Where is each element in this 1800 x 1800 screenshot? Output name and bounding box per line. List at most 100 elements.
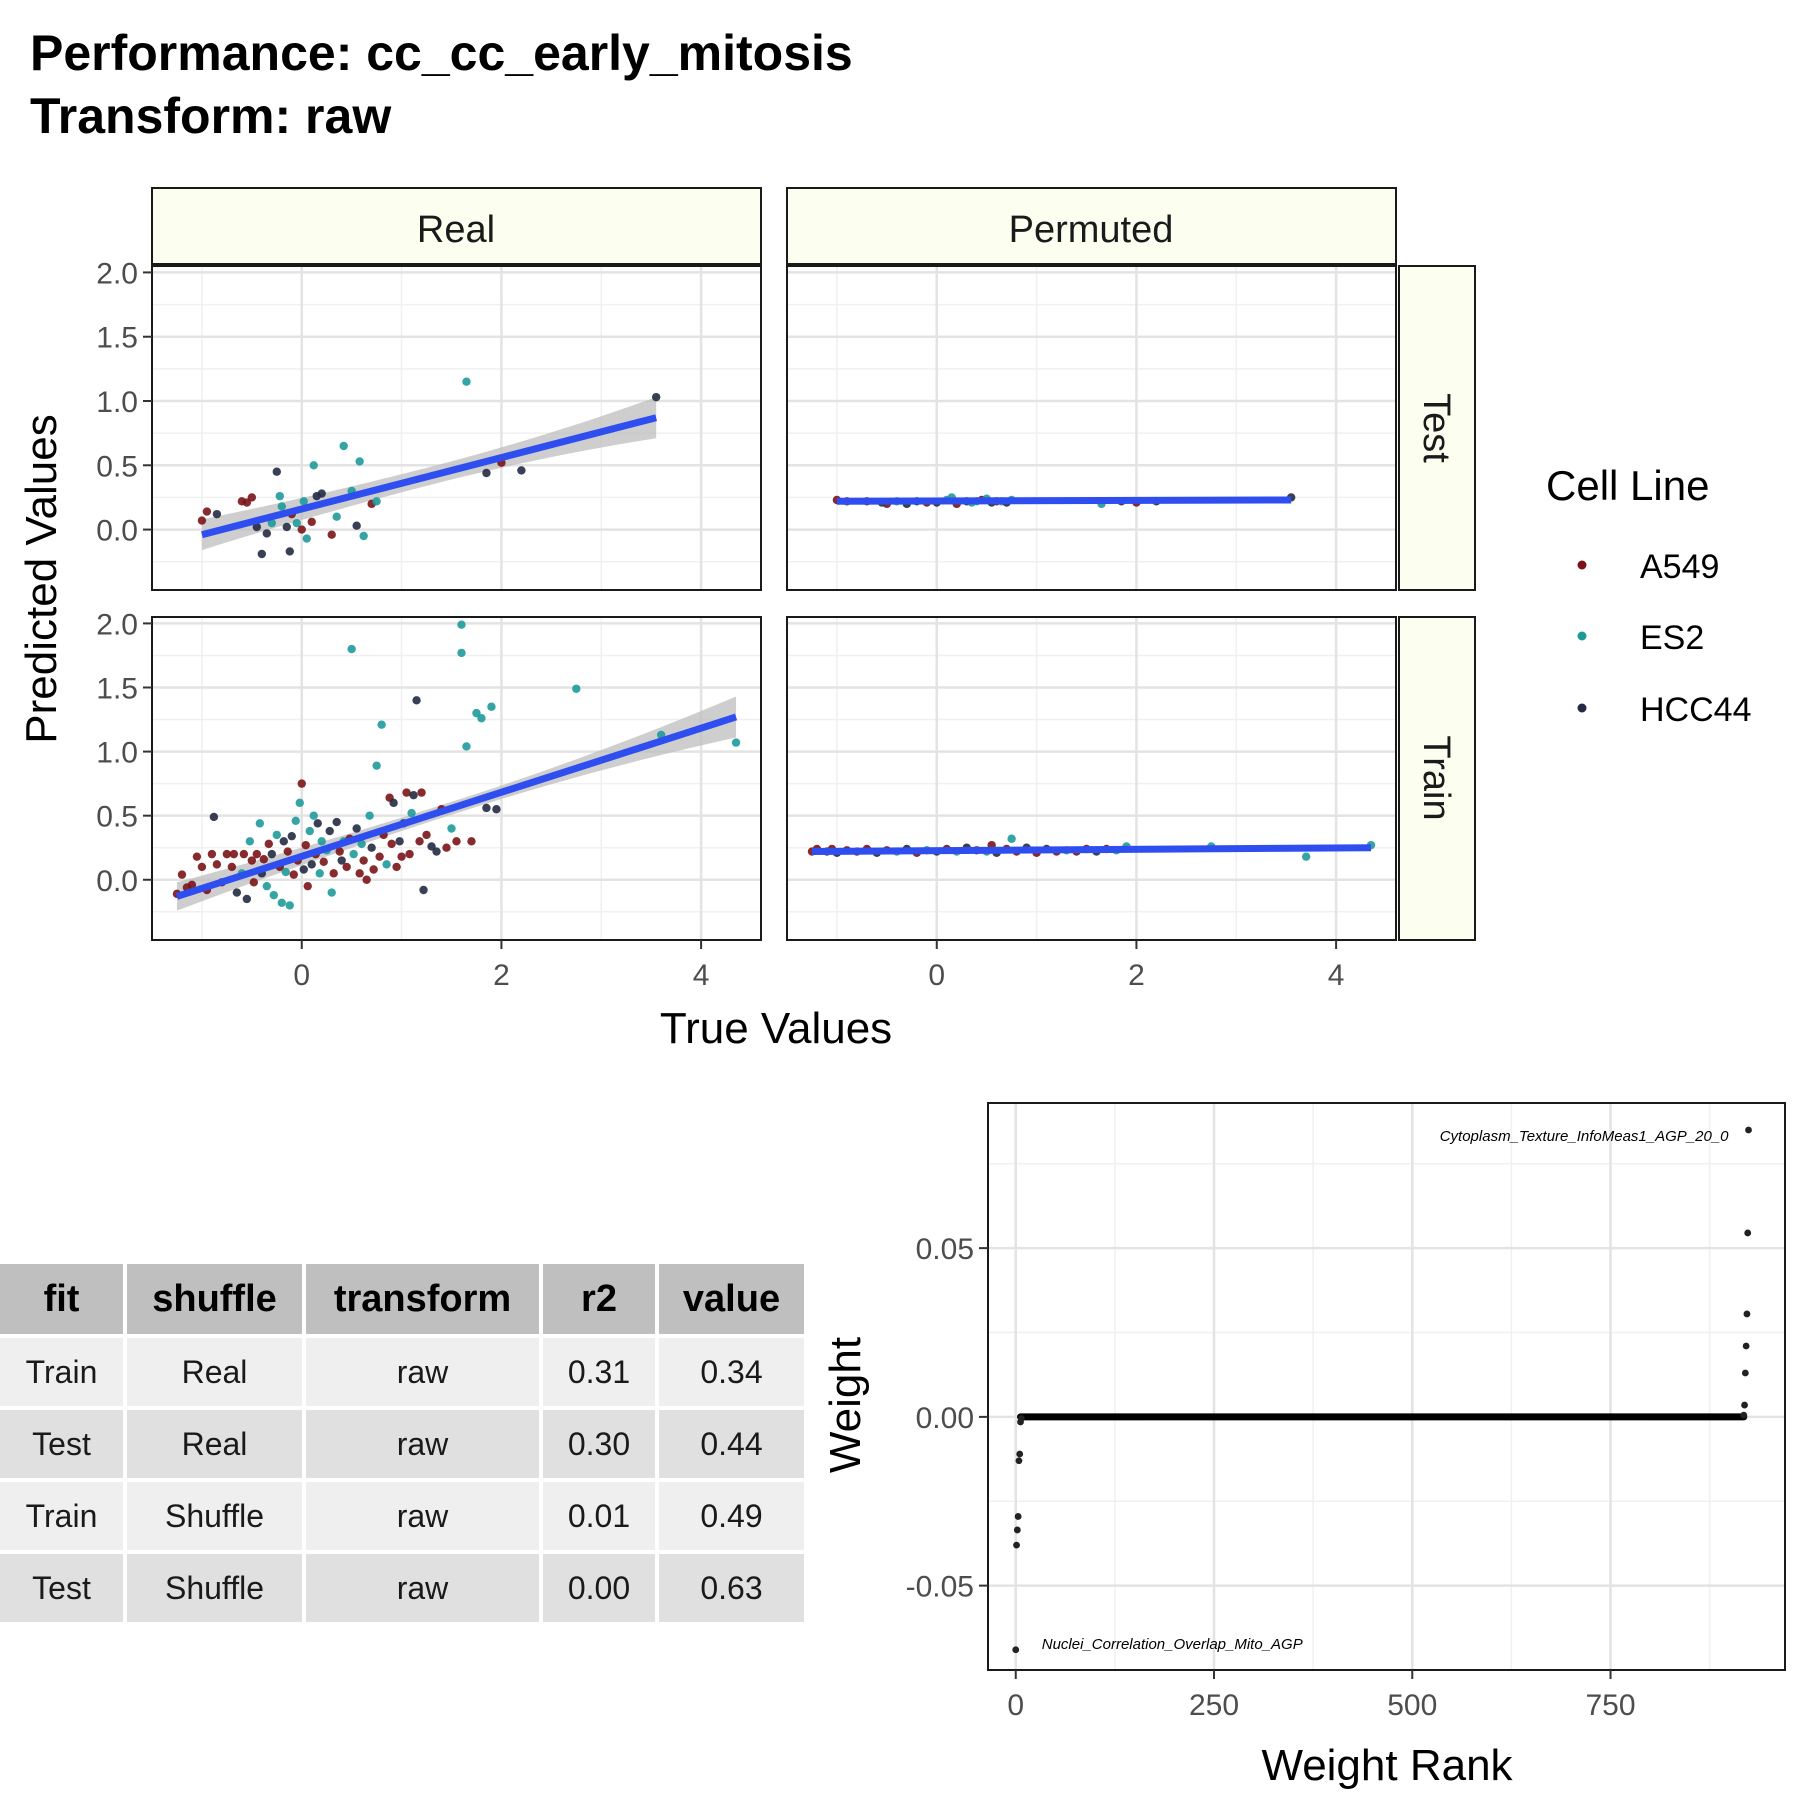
y-tick-label: 1.5 [96,672,138,705]
table-row: Train Shuffle raw 0.01 0.49 [0,1482,804,1550]
data-point [405,849,414,859]
data-point [362,875,371,884]
data-point [342,862,351,872]
data-point [412,696,421,705]
data-point [402,788,411,797]
y-tick-label: 0.00 [916,1402,974,1435]
data-point [269,890,278,900]
data-point [349,849,358,859]
legend-label-a549: A549 [1640,548,1719,586]
data-point [272,830,281,840]
table-cell: 0.00 [543,1554,655,1622]
data-point [422,830,431,840]
panel-background [152,266,761,590]
weight-point [1016,1450,1024,1458]
x-tick-label: 0 [928,959,945,992]
strip-real-label: Real [417,209,495,251]
legend-key-a549 [1577,560,1587,570]
data-point [285,901,294,910]
panel-background [988,1103,1785,1670]
data-point [731,738,741,747]
data-point [359,531,368,541]
data-point [419,885,428,895]
y-axis-label: Predicted Values [17,414,66,743]
data-point [257,549,267,559]
data-point [325,826,334,836]
annotation-bottom-weight: Nuclei_Correlation_Overlap_Mito_AGP [1042,1636,1303,1653]
data-point [462,742,471,751]
weight-point [1741,1401,1748,1409]
data-point [357,839,366,849]
panel-permuted-test [786,265,1397,591]
data-point [277,502,286,511]
data-point [187,880,197,890]
data-point [417,788,426,797]
legend: Cell Line A549 ES2 HCC44 [1546,462,1751,729]
data-point [281,867,290,877]
data-point [392,862,401,872]
y-tick-label: 1.0 [96,386,138,419]
panel-border [151,616,762,941]
weight-point [1015,1457,1023,1465]
data-point [482,468,491,478]
data-point [299,497,308,506]
x-tick-label: 2 [493,959,510,992]
weight-point [1745,1126,1752,1134]
data-point [457,648,466,658]
panel-background [787,617,1396,940]
data-point [482,803,491,813]
data-point [409,790,418,800]
data-point [252,849,262,859]
x-tick-label: 0 [1007,1689,1024,1722]
data-point [332,512,341,521]
data-point [651,392,661,402]
y-tick-label: 0.5 [96,450,138,483]
data-point [372,497,381,506]
data-point [447,824,456,833]
data-point [309,461,318,470]
data-point [262,881,272,891]
data-point [212,509,222,519]
data-point [387,839,396,849]
data-point [287,831,296,841]
table-cell: raw [306,1338,539,1406]
table-row: Train Real raw 0.31 0.34 [0,1338,804,1406]
strip-permuted-label: Permuted [1009,209,1174,251]
y-tick-label: 0.5 [96,801,138,834]
table-cell: raw [306,1554,539,1622]
data-point [477,714,486,723]
weight-point [1740,1411,1748,1419]
table-cell: Test [0,1554,123,1622]
panel-border [786,616,1397,941]
table-row: Test Shuffle raw 0.00 0.63 [0,1554,804,1622]
data-point [247,493,257,502]
data-point [285,547,294,556]
data-point [492,805,501,814]
table-header-cell: shuffle [127,1264,302,1334]
data-point [452,837,461,846]
weight-point [1744,1229,1752,1237]
legend-key-hcc44 [1577,703,1587,713]
table-cell: 0.44 [659,1410,804,1478]
x-tick-label: 4 [1328,959,1345,992]
y-tick-label: -0.05 [906,1571,974,1604]
data-point [255,819,265,828]
y-tick-label: 0.0 [96,515,138,548]
data-point [252,522,262,532]
table-cell: Real [127,1338,302,1406]
y-tick-label: 2.0 [96,608,138,641]
data-point [192,852,202,861]
panel-permuted-train [786,616,1397,941]
table-cell: raw [306,1410,539,1478]
fit-line [201,414,658,539]
legend-label-es2: ES2 [1640,619,1704,657]
y-tick-label: 0.05 [916,1233,974,1266]
data-point [227,862,237,872]
annotation-top-weight: Cytoplasm_Texture_InfoMeas1_AGP_20_0 [1440,1128,1729,1145]
data-point [407,808,416,818]
data-point [389,798,398,808]
fit-line [811,844,1372,856]
data-point [299,865,308,874]
data-point [275,491,284,501]
data-point [232,888,242,897]
